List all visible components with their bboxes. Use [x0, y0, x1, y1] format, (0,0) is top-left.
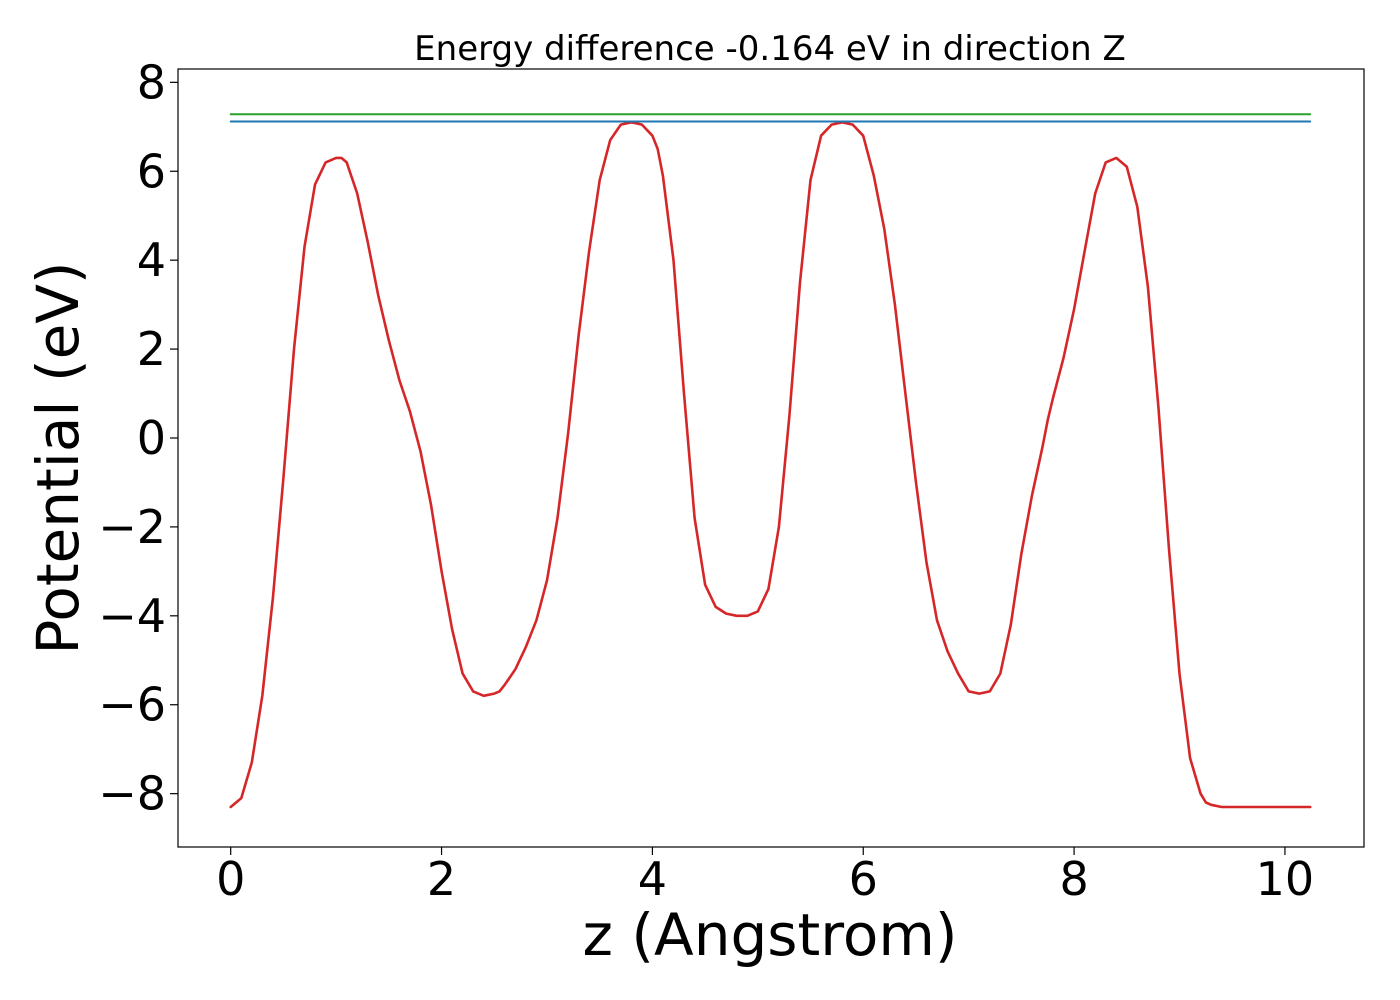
y-tick-label: 4 [137, 233, 166, 287]
y-tick-label: −8 [98, 767, 166, 821]
y-tick-label: 0 [137, 411, 166, 465]
x-axis-label: z (Angstrom) [583, 901, 958, 969]
y-tick-label: −2 [98, 500, 166, 554]
y-axis-label: Potential (eV) [24, 261, 92, 654]
series-line-0 [229, 121, 1312, 809]
y-tick-label: −6 [98, 678, 166, 732]
series-lines [229, 113, 1312, 809]
x-tick-label: 0 [216, 852, 245, 906]
y-tick-label: 8 [137, 55, 166, 109]
x-tick-label: 8 [1059, 852, 1088, 906]
x-tick-label: 6 [849, 852, 878, 906]
plot-frame [177, 68, 1365, 848]
x-tick-label: 4 [638, 852, 667, 906]
x-tick-label: 10 [1256, 852, 1315, 906]
y-tick-label: 6 [137, 144, 166, 198]
y-tick-label: 2 [137, 322, 166, 376]
x-tick-label: 2 [427, 852, 456, 906]
axis-ticks: 0 2 4 6 8 10 −8 −6 −4 −2 0 2 4 6 8 [98, 55, 1314, 906]
y-tick-label: −4 [98, 589, 166, 643]
chart-title: Energy difference -0.164 eV in direction… [414, 29, 1126, 69]
